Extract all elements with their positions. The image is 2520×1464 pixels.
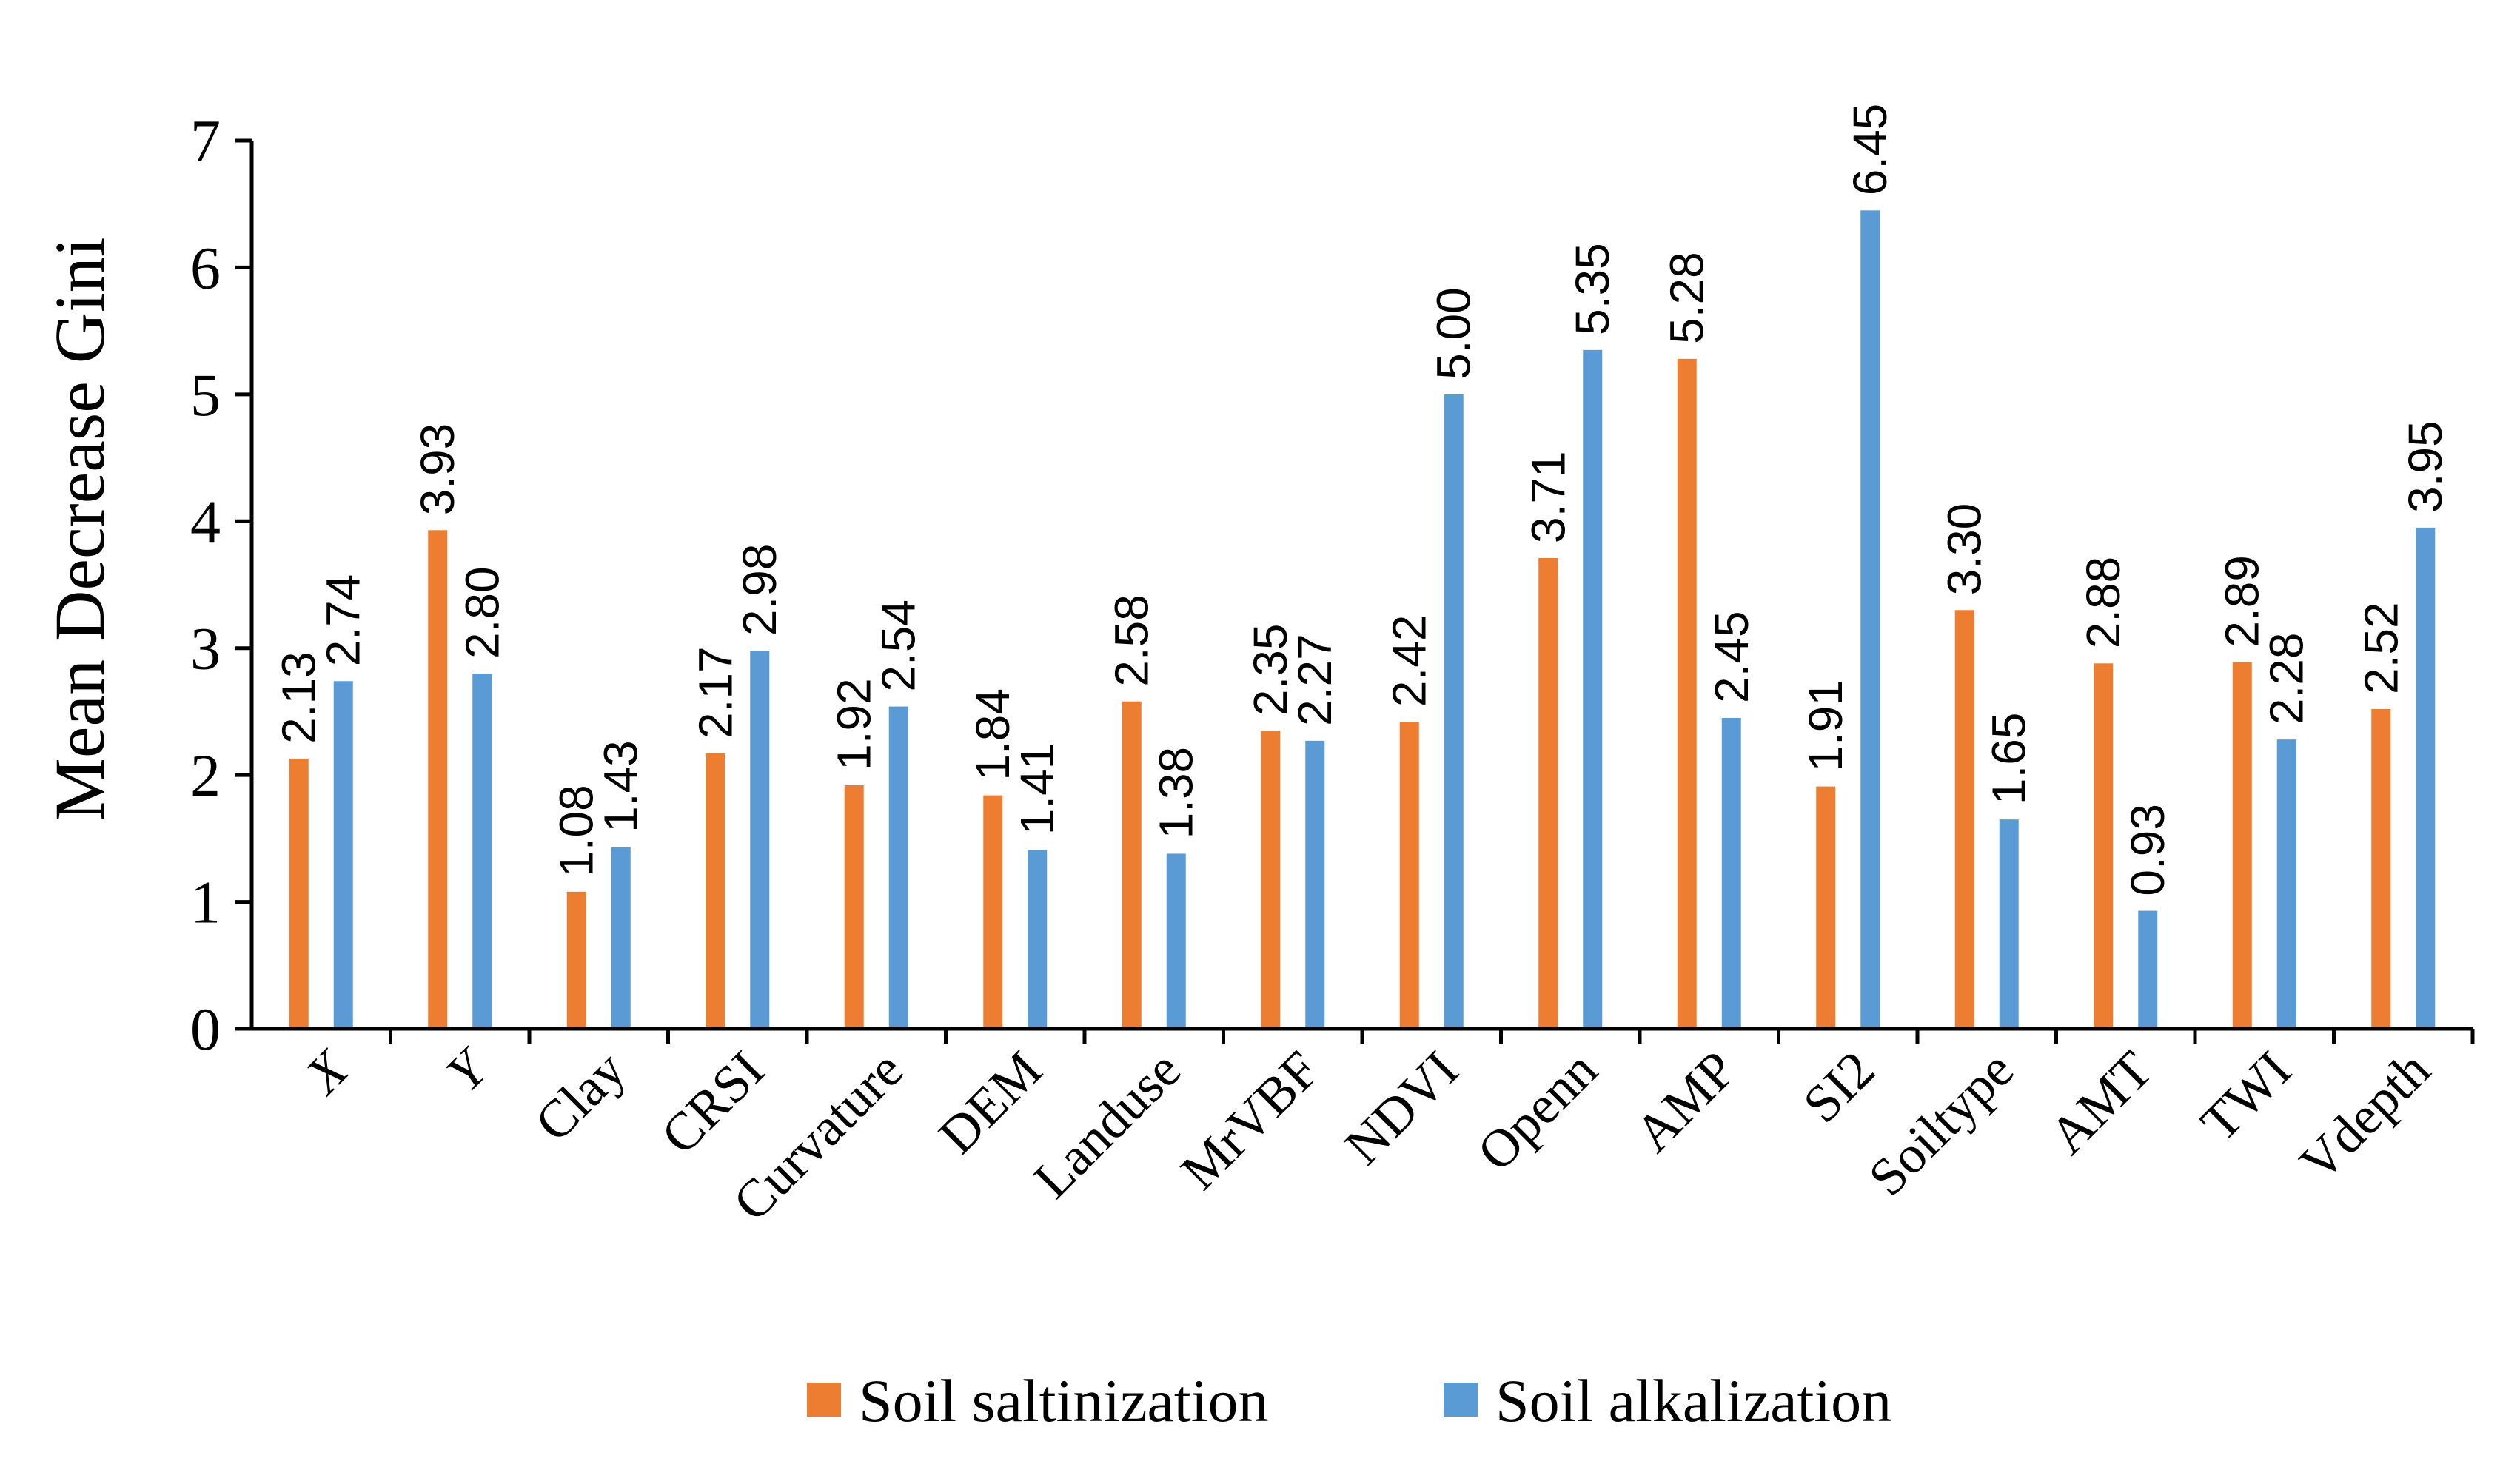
bar-saltinization-mrvbf bbox=[1261, 731, 1281, 1029]
data-label: 1.41 bbox=[1011, 743, 1064, 836]
data-label: 1.92 bbox=[828, 678, 881, 770]
data-label: 1.43 bbox=[594, 740, 648, 833]
x-category-label: Soiltype bbox=[1857, 1040, 2025, 1207]
data-label: 1.91 bbox=[1799, 679, 1852, 772]
x-category-label: CRSI bbox=[650, 1040, 776, 1166]
data-label: 2.17 bbox=[688, 646, 742, 739]
y-tick-label: 2 bbox=[190, 742, 221, 809]
data-label: 2.52 bbox=[2354, 602, 2407, 694]
x-category-label: AMT bbox=[2038, 1040, 2164, 1166]
data-label: 1.08 bbox=[550, 785, 603, 877]
data-label: 5.28 bbox=[1661, 252, 1714, 344]
bar-alkalization-clay bbox=[611, 847, 631, 1029]
bar-saltinization-dem bbox=[983, 795, 1003, 1029]
bar-alkalization-x bbox=[333, 681, 353, 1029]
y-tick-label: 7 bbox=[190, 107, 221, 175]
data-label: 3.93 bbox=[411, 423, 464, 516]
data-label: 3.71 bbox=[1521, 451, 1575, 543]
data-label: 2.98 bbox=[733, 544, 786, 637]
legend-label: Soil saltinization bbox=[859, 1367, 1268, 1434]
x-category-label: Openn bbox=[1466, 1040, 1608, 1182]
bar-saltinization-curvature bbox=[844, 785, 864, 1029]
data-label: 5.35 bbox=[1566, 243, 1619, 335]
bar-alkalization-mrvbf bbox=[1305, 740, 1325, 1029]
data-label: 2.58 bbox=[1105, 594, 1159, 687]
bar-alkalization-crsi bbox=[750, 651, 770, 1029]
y-axis-title: Mean Decrease Gini bbox=[40, 238, 119, 822]
bar-alkalization-y bbox=[472, 674, 492, 1029]
bar-alkalization-amp bbox=[1721, 718, 1741, 1029]
bar-saltinization-landuse bbox=[1122, 701, 1142, 1029]
y-tick-label: 1 bbox=[190, 869, 221, 936]
bar-saltinization-x bbox=[289, 758, 309, 1029]
data-label: 2.80 bbox=[455, 566, 509, 659]
y-ticks: 0 1 2 3 4 5 6 7 bbox=[190, 107, 252, 1063]
x-category-label: Y bbox=[435, 1036, 502, 1103]
bar-alkalization-ndvi bbox=[1444, 394, 1464, 1029]
bar-alkalization-soiltype bbox=[1999, 819, 2019, 1029]
data-label: 2.13 bbox=[272, 651, 326, 744]
bar-alkalization-amt bbox=[2138, 910, 2158, 1029]
data-label: 2.45 bbox=[1705, 611, 1758, 703]
y-tick-label: 0 bbox=[190, 995, 221, 1063]
data-label: 2.35 bbox=[1244, 624, 1297, 716]
bar-alkalization-landuse bbox=[1166, 853, 1186, 1029]
bars-layer bbox=[289, 210, 2436, 1030]
data-label: 2.27 bbox=[1288, 634, 1341, 726]
bar-alkalization-si2 bbox=[1860, 210, 1880, 1030]
bar-saltinization-ndvi bbox=[1399, 722, 1419, 1029]
x-category-label: DEM bbox=[928, 1040, 1053, 1166]
data-label: 5.00 bbox=[1427, 287, 1481, 380]
bar-alkalization-curvature bbox=[888, 706, 908, 1029]
legend-swatch-saltinization bbox=[807, 1383, 841, 1417]
data-label: 2.89 bbox=[2216, 555, 2269, 648]
y-tick-label: 3 bbox=[190, 615, 221, 682]
x-category-label: Landuse bbox=[1022, 1040, 1192, 1209]
bar-saltinization-amt bbox=[2094, 663, 2114, 1029]
x-category-label: Clay bbox=[523, 1040, 637, 1153]
legend-swatch-alkalization bbox=[1444, 1383, 1478, 1417]
bar-saltinization-openn bbox=[1538, 558, 1558, 1029]
x-category-label: NDVI bbox=[1333, 1040, 1470, 1176]
data-label: 2.42 bbox=[1383, 615, 1436, 708]
bar-saltinization-clay bbox=[566, 891, 586, 1029]
bar-saltinization-soiltype bbox=[1954, 610, 1974, 1029]
bar-saltinization-amp bbox=[1677, 358, 1697, 1029]
x-category-label: AMP bbox=[1623, 1040, 1747, 1164]
bar-saltinization-y bbox=[428, 530, 448, 1029]
data-label: 1.38 bbox=[1150, 747, 1203, 839]
bar-alkalization-twi bbox=[2276, 739, 2296, 1029]
bar-saltinization-twi bbox=[2232, 662, 2252, 1029]
legend: Soil saltinization Soil alkalization bbox=[807, 1367, 1891, 1434]
legend-label: Soil alkalization bbox=[1495, 1367, 1891, 1434]
data-label: 2.88 bbox=[2077, 557, 2130, 649]
x-category-label: X bbox=[292, 1038, 361, 1107]
x-category-label: TWI bbox=[2189, 1040, 2302, 1153]
data-label: 1.65 bbox=[1983, 713, 2036, 805]
data-label: 3.30 bbox=[1938, 503, 1991, 596]
y-tick-label: 4 bbox=[190, 488, 221, 555]
data-label: 2.74 bbox=[317, 574, 370, 667]
data-label: 6.45 bbox=[1843, 104, 1897, 196]
y-tick-label: 6 bbox=[190, 234, 221, 301]
value-labels: 2.132.74 3.93 2.80 1.081.43 2.17 2.98 1.922.54… bbox=[272, 104, 2453, 896]
data-label: 2.28 bbox=[2260, 633, 2313, 725]
data-label: 1.84 bbox=[966, 688, 1019, 781]
x-category-label: MrVBF bbox=[1170, 1040, 1331, 1201]
y-tick-label: 5 bbox=[190, 361, 221, 429]
data-label: 2.54 bbox=[872, 600, 925, 692]
x-category-label: SI2 bbox=[1792, 1040, 1886, 1134]
data-label: 0.93 bbox=[2121, 804, 2174, 896]
bar-alkalization-dem bbox=[1028, 850, 1048, 1029]
bar-saltinization-crsi bbox=[706, 753, 725, 1029]
data-label: 3.95 bbox=[2399, 420, 2452, 513]
bar-saltinization-si2 bbox=[1816, 786, 1836, 1029]
x-category-label: Vdepth bbox=[2288, 1040, 2441, 1192]
bar-saltinization-vdepth bbox=[2371, 709, 2391, 1029]
bar-alkalization-vdepth bbox=[2416, 527, 2436, 1029]
bar-alkalization-openn bbox=[1583, 349, 1603, 1029]
